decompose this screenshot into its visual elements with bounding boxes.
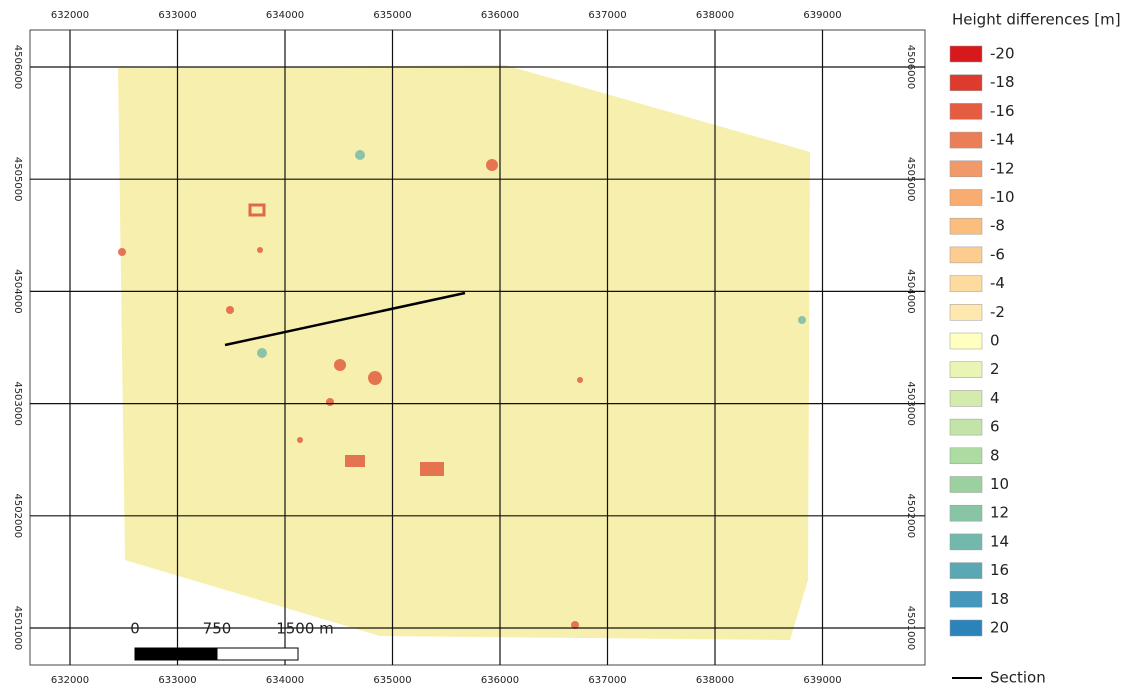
legend-swatch xyxy=(950,563,982,579)
y-coord-label: 4504000 xyxy=(905,269,916,314)
legend-label: 14 xyxy=(990,532,1009,550)
legend-label: -16 xyxy=(990,102,1015,120)
legend-label: -10 xyxy=(990,188,1015,206)
legend-label: 6 xyxy=(990,418,1000,436)
legend-label: 18 xyxy=(990,590,1009,608)
x-coord-label: 638000 xyxy=(696,675,734,686)
legend-label: 20 xyxy=(990,619,1009,637)
legend-label: -20 xyxy=(990,45,1015,63)
y-coord-label: 4502000 xyxy=(12,494,23,539)
legend-swatch xyxy=(950,103,982,119)
legend-label: -18 xyxy=(990,73,1015,91)
x-coord-label: 635000 xyxy=(373,10,411,21)
x-coord-label: 633000 xyxy=(158,675,196,686)
x-coord-label: 635000 xyxy=(373,675,411,686)
x-coord-label: 632000 xyxy=(51,10,89,21)
legend-swatch xyxy=(950,591,982,607)
y-coord-label: 4503000 xyxy=(12,381,23,426)
x-coord-label: 637000 xyxy=(588,675,626,686)
legend-label: 10 xyxy=(990,475,1009,493)
y-coord-label: 4506000 xyxy=(905,45,916,90)
legend-swatch xyxy=(950,132,982,148)
legend-swatch xyxy=(950,276,982,292)
legend-swatch xyxy=(950,505,982,521)
legend-swatch xyxy=(950,477,982,493)
legend-label: 16 xyxy=(990,561,1009,579)
x-coord-label: 636000 xyxy=(481,10,519,21)
scale-label: 0 xyxy=(130,620,140,638)
legend-label: 8 xyxy=(990,446,1000,464)
x-coord-label: 638000 xyxy=(696,10,734,21)
map-view: 632000 632000 633000 633000 634000 634000 6350… xyxy=(0,0,1145,689)
y-coord-label: 4505000 xyxy=(905,157,916,202)
legend-swatch xyxy=(950,448,982,464)
legend-label: 2 xyxy=(990,360,1000,378)
legend-swatch xyxy=(950,46,982,62)
y-coord-label: 4503000 xyxy=(905,381,916,426)
y-coord-label: 4501000 xyxy=(12,606,23,651)
y-coord-label: 4506000 xyxy=(12,45,23,90)
x-coord-label: 634000 xyxy=(266,675,304,686)
legend-swatch xyxy=(950,390,982,406)
scale-segment xyxy=(217,648,298,660)
x-coord-label: 634000 xyxy=(266,10,304,21)
x-coord-label: 636000 xyxy=(481,675,519,686)
legend-label: -8 xyxy=(990,217,1005,235)
legend-swatch xyxy=(950,247,982,263)
scale-segment xyxy=(135,648,217,660)
legend-swatch xyxy=(950,161,982,177)
legend-label: 12 xyxy=(990,504,1009,522)
legend-label: 0 xyxy=(990,332,1000,350)
legend-title: Height differences [m] xyxy=(952,11,1121,29)
scale-label: 1500 m xyxy=(276,620,334,638)
x-coord-label: 632000 xyxy=(51,675,89,686)
legend-label: -6 xyxy=(990,245,1005,263)
legend-swatch xyxy=(950,304,982,320)
x-coord-label: 637000 xyxy=(588,10,626,21)
y-coord-label: 4504000 xyxy=(12,269,23,314)
y-coord-label: 4505000 xyxy=(12,157,23,202)
legend-label: -12 xyxy=(990,159,1015,177)
height-difference-raster xyxy=(118,65,810,640)
x-coord-label: 633000 xyxy=(158,10,196,21)
legend-label: -4 xyxy=(990,274,1005,292)
legend-swatch xyxy=(950,419,982,435)
x-coord-label: 639000 xyxy=(803,675,841,686)
x-coord-label: 639000 xyxy=(803,10,841,21)
legend-swatch xyxy=(950,534,982,550)
legend-swatch xyxy=(950,190,982,206)
legend-swatch xyxy=(950,333,982,349)
legend-swatch xyxy=(950,218,982,234)
legend-swatch xyxy=(950,620,982,636)
legend-swatch xyxy=(950,362,982,378)
legend-label: -2 xyxy=(990,303,1005,321)
y-coord-label: 4501000 xyxy=(905,606,916,651)
legend-swatch xyxy=(950,75,982,91)
legend-label: 4 xyxy=(990,389,1000,407)
scale-label: 750 xyxy=(203,620,232,638)
legend-label: -14 xyxy=(990,131,1015,149)
legend-section-label: Section xyxy=(990,669,1046,687)
y-coord-label: 4502000 xyxy=(905,494,916,539)
